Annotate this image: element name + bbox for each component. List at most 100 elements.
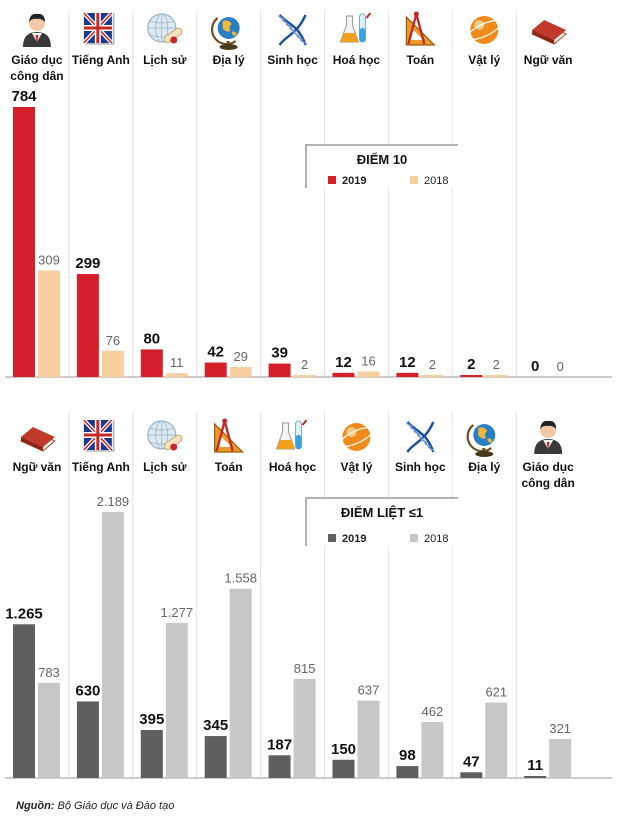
- red-book-icon: [20, 427, 56, 452]
- data-label-2018: 29: [233, 349, 247, 364]
- data-label-2018: 2: [301, 357, 308, 372]
- data-label-2018: 76: [106, 333, 120, 348]
- atom-sphere-icon: [339, 423, 375, 451]
- bar-2019: [76, 701, 99, 778]
- bar-2019: [332, 372, 355, 377]
- data-label-2019: 0: [531, 358, 539, 375]
- bar-2018: [357, 371, 380, 377]
- category-label: Vật lý: [468, 53, 500, 67]
- chart-panel-2: Ngữ văn 1.265 783 Tiếng Anh 630 2.189 Lịch sử 3…: [5, 412, 612, 779]
- source-text: Bộ Giáo dục và Đào tạo: [54, 800, 175, 812]
- bar-2018: [101, 512, 124, 778]
- bar-2018: [229, 588, 252, 778]
- data-label-2018: 2: [493, 357, 500, 372]
- red-book-icon: [531, 20, 568, 45]
- data-label-2019: 12: [399, 354, 416, 371]
- legend-label-2018: 2018: [424, 533, 448, 545]
- data-label-2019: 98: [399, 747, 416, 764]
- data-label-2019: 1.265: [5, 605, 43, 622]
- category-label: Ngữ văn: [524, 53, 573, 67]
- data-label-2019: 784: [11, 88, 37, 105]
- data-label-2018: 0: [557, 359, 564, 374]
- category-label: Sinh học: [267, 53, 318, 67]
- chemistry-flask-icon: [275, 419, 308, 450]
- category-label: Tiếng Anh: [72, 53, 130, 67]
- data-label-2019: 630: [75, 682, 100, 699]
- desk-globe-icon: [466, 424, 496, 457]
- data-label-2019: 395: [139, 711, 164, 728]
- grid-lines: [68, 412, 517, 778]
- geometry-tools-icon: [214, 418, 245, 453]
- chart-title: ĐIỂM 10: [357, 152, 408, 167]
- data-label-2018: 462: [422, 704, 444, 719]
- atom-sphere-icon: [467, 16, 503, 44]
- category-label: Địa lý: [468, 460, 500, 474]
- legend-label-2019: 2019: [342, 175, 366, 187]
- legend-swatch-2019: [328, 176, 336, 184]
- uk-flag-book-icon: [82, 11, 115, 45]
- data-label-2018: 16: [361, 353, 375, 368]
- data-label-2019: 345: [203, 717, 228, 734]
- bar-2019: [396, 372, 419, 377]
- source-label: Nguồn:: [16, 800, 55, 812]
- data-label-2019: 42: [207, 344, 224, 361]
- category-label: Hoá học: [269, 460, 317, 474]
- legend: ĐIỂM LIỆT ≤1 2019 2018: [305, 497, 458, 546]
- category-label: công dân: [521, 476, 574, 490]
- bar-2019: [76, 274, 99, 377]
- category-label: Lịch sử: [143, 460, 187, 474]
- category-label: Vật lý: [340, 460, 372, 474]
- data-label-2019: 150: [331, 741, 356, 758]
- data-label-2019: 2: [467, 356, 475, 373]
- legend-swatch-2018: [410, 534, 418, 542]
- bar-2018: [293, 678, 316, 778]
- bar-2018: [101, 350, 124, 377]
- legend-swatch-2018: [410, 176, 418, 184]
- data-label-2018: 2: [429, 357, 436, 372]
- uk-flag-book-icon: [82, 418, 115, 452]
- bar-2019: [13, 624, 35, 778]
- bar-2018: [357, 700, 380, 778]
- globe-diploma-icon: [147, 13, 183, 44]
- data-label-2018: 1.558: [224, 571, 257, 586]
- bar-2019: [332, 759, 355, 778]
- data-label-2018: 783: [38, 665, 60, 680]
- bar-2019: [140, 730, 163, 778]
- bar-2018: [549, 738, 572, 778]
- category-label: Sinh học: [395, 460, 446, 474]
- globe-diploma-icon: [147, 420, 183, 451]
- data-label-2018: 621: [485, 685, 507, 700]
- legend-swatch-2019: [328, 534, 336, 542]
- data-label-2018: 1.277: [161, 605, 194, 620]
- bar-2018: [421, 375, 444, 377]
- bar-2018: [293, 375, 316, 377]
- data-label-2019: 39: [271, 345, 288, 362]
- bar-2019: [268, 755, 291, 778]
- bar-2018: [165, 622, 188, 778]
- dna-icon: [278, 14, 307, 46]
- data-label-2019: 12: [335, 354, 352, 371]
- bar-2019: [13, 107, 35, 377]
- bar-2019: [524, 776, 547, 778]
- data-label-2019: 47: [463, 753, 480, 770]
- bar-2019: [460, 772, 483, 778]
- chart-title: ĐIỂM LIỆT ≤1: [341, 505, 423, 520]
- source-note: Nguồn: Bộ Giáo dục và Đào tạo: [16, 800, 174, 812]
- data-label-2019: 80: [143, 330, 160, 347]
- bar-2019: [204, 736, 227, 778]
- data-label-2019: 299: [75, 255, 100, 272]
- category-label: Tiếng Anh: [72, 460, 130, 474]
- grid-lines: [68, 10, 517, 377]
- bar-2018: [485, 702, 508, 778]
- category-label: công dân: [10, 69, 63, 83]
- person-icon: [22, 13, 51, 47]
- legend-border: [305, 144, 458, 188]
- category-label: Giáo dục: [11, 53, 63, 67]
- data-label-2018: 2.189: [97, 494, 130, 509]
- data-label-2018: 11: [170, 355, 184, 370]
- category-label: Lịch sử: [143, 53, 187, 67]
- bar-2019: [396, 766, 419, 778]
- legend-label-2019: 2019: [342, 533, 366, 545]
- chemistry-flask-icon: [339, 12, 372, 43]
